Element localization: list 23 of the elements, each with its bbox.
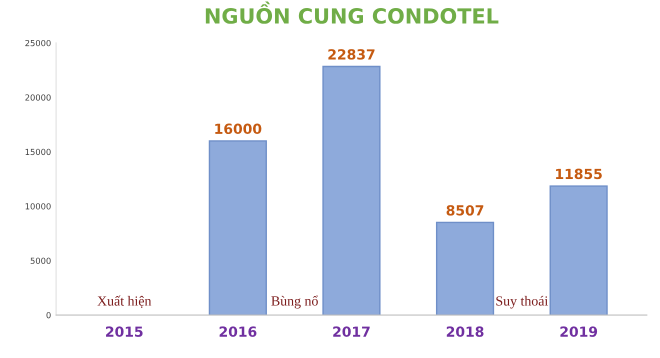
x-tick-label: 2018: [446, 326, 484, 337]
x-tick-label: 2016: [220, 326, 256, 337]
bar: [436, 222, 494, 316]
annotation: Bùng nổ: [271, 295, 318, 309]
annotation: Xuất hiện: [97, 295, 152, 308]
chart-title: NGUỒN CUNG CONDOTEL: [206, 2, 498, 24]
y-tick-label: 10000: [26, 203, 51, 210]
bar: [208, 140, 267, 316]
y-tick-label: 20000: [25, 94, 51, 101]
y-tick-label: 0: [46, 312, 51, 318]
y-tick-label: 15000: [26, 148, 51, 156]
y-tick-label: 25000: [25, 40, 51, 46]
data-label: 11855: [556, 168, 602, 180]
x-tick-label: 2019: [560, 326, 598, 337]
bar: [550, 185, 608, 316]
data-label: 8507: [446, 205, 484, 216]
data-label: 16000: [215, 124, 262, 134]
annotation: Suy thoái: [496, 296, 548, 309]
bar: [322, 66, 381, 316]
x-tick-label: 2015: [106, 326, 143, 337]
y-tick-label: 5000: [30, 258, 51, 264]
x-tick-label: 2017: [333, 326, 370, 337]
data-label: 22837: [328, 49, 375, 60]
